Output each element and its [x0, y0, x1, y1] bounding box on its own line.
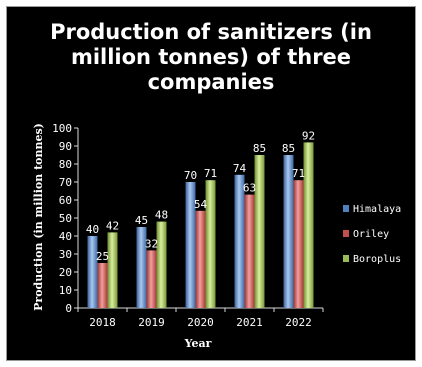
bar-boroplus-2020	[205, 180, 216, 308]
data-label-boroplus-2018: 42	[106, 219, 119, 232]
bar-himalaya-2021	[234, 174, 245, 308]
y-tick-label: 70	[59, 176, 72, 189]
data-label-himalaya-2022: 85	[282, 142, 295, 155]
bar-boroplus-2022	[303, 142, 314, 308]
bar-oriley-2018	[97, 263, 108, 308]
y-axis-title: Production (in million tonnes)	[32, 123, 45, 311]
bar-oriley-2022	[293, 180, 304, 308]
data-label-himalaya-2018: 40	[86, 223, 99, 236]
data-labels: 40 25 42 45 32 48 70 54 71 74 63 85 85 71 92	[86, 129, 315, 263]
chart-title: Production of sanitizers (in million ton…	[6, 20, 416, 95]
legend-swatch-boroplus	[343, 255, 349, 262]
x-tick-label: 2020	[187, 316, 214, 329]
data-label-himalaya-2020: 70	[184, 169, 197, 182]
y-tick-label: 60	[59, 194, 72, 207]
data-label-oriley-2019: 32	[145, 237, 158, 250]
legend-label-oriley: Oriley	[353, 229, 389, 240]
y-tick-label: 50	[59, 212, 72, 225]
bar-himalaya-2019	[136, 227, 147, 308]
legend-label-himalaya: Himalaya	[353, 204, 401, 215]
bar-boroplus-2018	[107, 232, 118, 308]
y-tick-label: 80	[59, 158, 72, 171]
bar-oriley-2021	[244, 194, 255, 308]
y-tick-label: 90	[59, 140, 72, 153]
data-label-himalaya-2021: 74	[233, 162, 247, 175]
y-tick-label: 100	[52, 122, 72, 135]
bar-boroplus-2021	[254, 155, 265, 308]
y-tick-label: 10	[59, 284, 72, 297]
data-label-oriley-2022: 71	[292, 167, 305, 180]
data-label-boroplus-2020: 71	[204, 167, 217, 180]
legend-swatch-oriley	[343, 230, 349, 237]
bar-oriley-2019	[146, 250, 157, 308]
x-tick-label: 2019	[138, 316, 165, 329]
y-tick-label: 20	[59, 266, 72, 279]
bar-himalaya-2020	[185, 182, 196, 308]
x-tick-label: 2021	[236, 316, 263, 329]
data-label-oriley-2018: 25	[96, 250, 109, 263]
bar-himalaya-2022	[283, 155, 294, 308]
data-label-oriley-2020: 54	[194, 198, 208, 211]
legend-swatch-himalaya	[343, 205, 349, 212]
axes: 0 10 20 30 40 50 60 70 80 90 100 2018 2019 2020 2021 20…	[52, 122, 324, 329]
legend: Himalaya Oriley Boroplus	[343, 204, 401, 265]
x-axis-title: Year	[184, 337, 212, 350]
y-tick-label: 40	[59, 230, 72, 243]
chart-title-line-2: million tonnes) of three	[70, 45, 352, 69]
chart-title-line-1: Production of sanitizers (in	[50, 20, 372, 44]
data-label-boroplus-2022: 92	[302, 129, 315, 142]
legend-label-boroplus: Boroplus	[353, 254, 401, 265]
data-label-oriley-2021: 63	[243, 182, 256, 195]
bar-himalaya-2018	[87, 236, 98, 308]
x-tick-label: 2022	[285, 316, 312, 329]
data-label-boroplus-2021: 85	[253, 142, 266, 155]
x-tick-label: 2018	[89, 316, 116, 329]
data-label-himalaya-2019: 45	[135, 214, 148, 227]
bar-oriley-2020	[195, 210, 206, 308]
y-tick-label: 0	[65, 302, 72, 315]
bars	[87, 142, 314, 308]
bar-boroplus-2019	[156, 221, 167, 308]
chart-title-line-3: companies	[147, 70, 275, 94]
data-label-boroplus-2019: 48	[155, 209, 168, 222]
y-tick-label: 30	[59, 248, 72, 261]
